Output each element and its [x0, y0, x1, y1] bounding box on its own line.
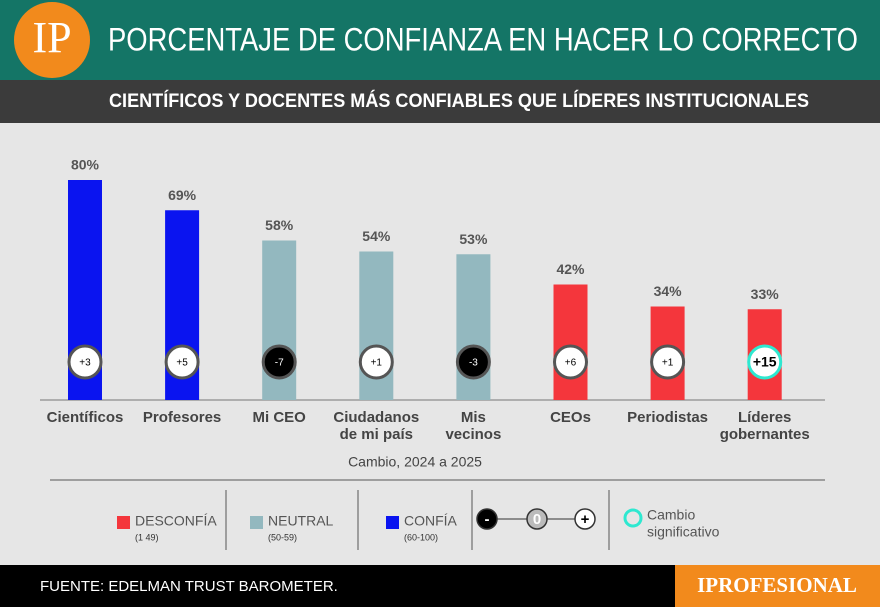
- legend-label: CONFÍA: [404, 513, 458, 529]
- scale-label: 0: [533, 511, 541, 528]
- change-label: +5: [176, 358, 188, 369]
- x-tick-label: Líderes: [738, 409, 791, 426]
- legend-range: (1 49): [135, 532, 159, 542]
- change-marker: [747, 344, 783, 380]
- change-marker: [358, 344, 394, 380]
- x-label: Cambio, 2024 a 2025: [348, 454, 482, 470]
- chart-title: PORCENTAJE DE CONFIANZA EN HACER LO CORR…: [108, 21, 858, 57]
- legend-swatch: [250, 516, 263, 529]
- header-band: [0, 0, 880, 80]
- bar: [553, 284, 588, 400]
- change-marker: [650, 344, 686, 380]
- scale-label: -: [485, 511, 490, 528]
- change-marker: [67, 344, 103, 380]
- x-tick-label: Periodistas: [627, 409, 708, 426]
- scale-marker: [526, 508, 548, 530]
- legend-label: DESCONFÍA: [135, 513, 217, 529]
- change-label: +15: [753, 354, 777, 370]
- value-label: 54%: [362, 228, 391, 244]
- chart-area: [0, 123, 880, 565]
- scale-label: +: [581, 511, 590, 528]
- significant-label: significativo: [647, 524, 720, 540]
- change-label: -3: [469, 358, 478, 369]
- change-label: +1: [371, 358, 383, 369]
- chart-subtitle: CIENTÍFICOS Y DOCENTES MÁS CONFIABLES QU…: [109, 90, 809, 112]
- x-tick-label: Mi CEO: [253, 409, 307, 426]
- scale-marker: [574, 508, 596, 530]
- change-label: +1: [662, 358, 674, 369]
- x-tick-label: Mis: [461, 409, 486, 426]
- value-label: 80%: [71, 157, 100, 173]
- subtitle-band: [0, 80, 880, 123]
- change-marker: [455, 344, 491, 380]
- logo-text: IP: [32, 13, 71, 62]
- brand: IPROFESIONAL: [697, 573, 857, 597]
- value-label: 58%: [265, 217, 294, 233]
- change-marker: [553, 344, 588, 380]
- legend-swatch: [386, 516, 399, 529]
- legend-swatch: [117, 516, 130, 529]
- x-tick-label: vecinos: [445, 426, 501, 443]
- change-marker: [164, 344, 200, 380]
- significant-marker: [623, 508, 643, 528]
- value-label: 34%: [654, 283, 683, 299]
- x-tick-label: Profesores: [143, 409, 221, 426]
- legend-range: (60-100): [404, 532, 438, 542]
- value-label: 53%: [459, 231, 488, 247]
- x-tick-label: CEOs: [550, 409, 591, 426]
- x-tick-label: de mi país: [340, 426, 413, 443]
- change-label: -7: [275, 358, 284, 369]
- legend-label: NEUTRAL: [268, 513, 334, 529]
- change-label: +6: [565, 358, 577, 369]
- value-label: 69%: [168, 187, 197, 203]
- scale-marker: [476, 508, 498, 530]
- source: FUENTE: EDELMAN TRUST BAROMETER.: [40, 578, 338, 595]
- value-label: 33%: [751, 286, 780, 302]
- significant-label: Cambio: [647, 507, 695, 523]
- x-tick-label: gobernantes: [720, 426, 810, 443]
- brand-box: [675, 565, 880, 607]
- x-tick-label: Científicos: [47, 409, 124, 426]
- logo: [14, 2, 90, 78]
- legend-range: (50-59): [268, 532, 297, 542]
- x-tick-label: Ciudadanos: [333, 409, 419, 426]
- value-label: 42%: [556, 261, 585, 277]
- change-marker: [261, 344, 297, 380]
- legend-dividers: [225, 490, 610, 550]
- change-label: +3: [79, 358, 91, 369]
